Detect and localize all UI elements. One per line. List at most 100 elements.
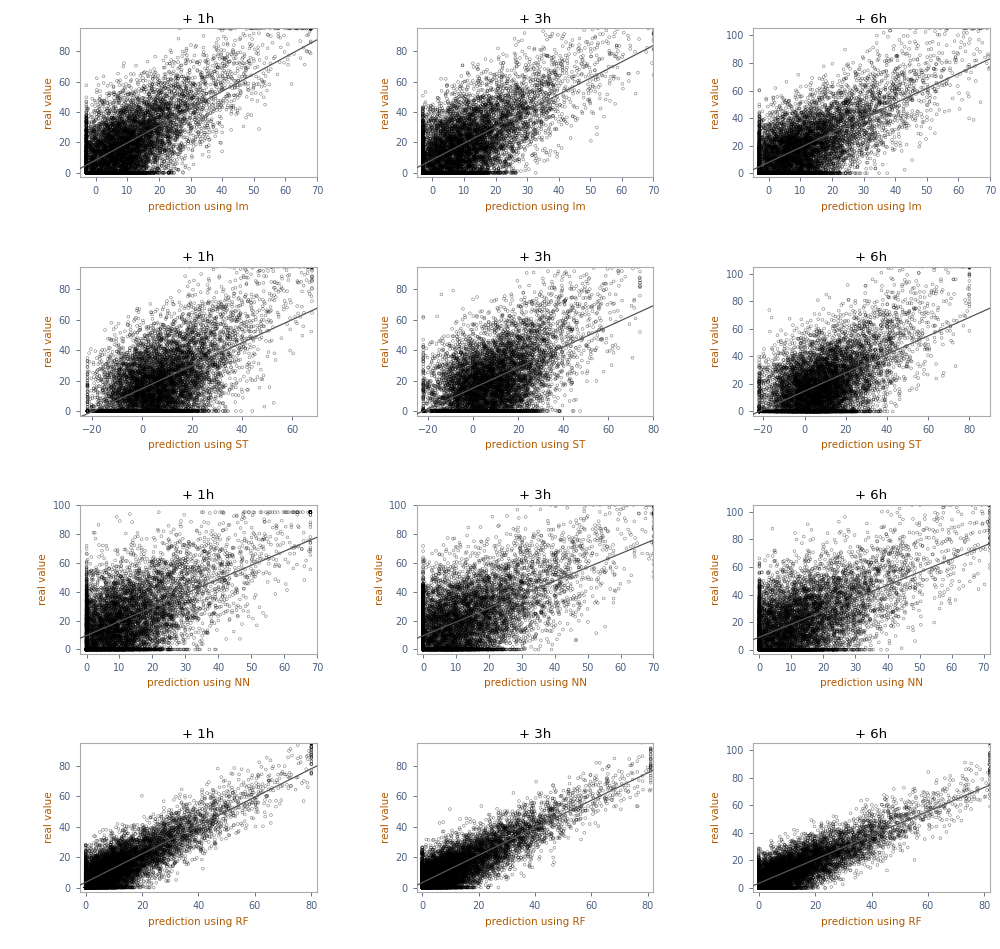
Point [857,383,873,399]
Point [445,642,461,657]
Point [304,273,320,288]
Point [78,880,94,895]
Point [468,617,484,632]
Point [445,165,461,180]
Point [466,149,482,164]
Point [488,626,504,642]
Point [760,857,776,872]
Point [134,403,150,419]
Point [109,610,125,625]
Point [777,112,793,127]
Point [469,842,485,857]
Point [846,107,862,122]
Point [790,166,806,181]
Point [442,161,458,177]
Point [441,642,457,657]
Point [754,862,770,877]
Point [772,628,788,643]
Point [778,870,794,885]
Point [457,591,473,606]
Point [857,832,873,847]
Point [101,403,117,419]
Point [125,628,141,643]
Point [751,874,767,889]
Point [785,857,801,872]
Point [475,642,491,657]
Point [797,352,813,367]
Point [162,592,178,607]
Point [526,362,542,377]
Point [119,864,135,879]
Point [834,838,850,853]
Point [571,560,587,575]
Point [811,591,827,606]
Point [503,384,519,400]
Point [79,642,95,657]
Point [500,394,516,409]
Point [471,623,487,638]
Point [419,397,435,412]
Point [174,352,190,367]
Point [430,403,446,419]
Point [153,818,169,833]
Point [416,880,432,895]
Point [415,620,431,635]
Point [810,388,826,403]
Point [128,582,144,597]
Point [804,862,820,877]
Point [461,394,477,409]
Point [785,120,801,135]
Point [549,59,565,74]
Point [86,869,102,884]
Point [114,403,130,419]
Point [777,847,793,863]
Point [205,343,221,358]
Point [848,82,864,97]
Point [620,66,636,82]
Point [889,815,905,830]
Point [485,385,501,400]
Point [886,559,902,574]
Point [448,641,464,656]
Point [507,54,523,69]
Point [789,404,805,419]
Point [125,154,141,169]
Point [129,403,145,419]
Point [467,391,483,406]
Point [415,102,431,117]
Point [170,367,186,382]
Point [165,832,181,847]
Point [430,880,446,895]
Point [814,358,830,373]
Point [805,165,821,180]
Point [771,866,787,882]
Point [772,364,788,380]
Point [803,385,819,400]
Point [185,356,201,371]
Point [447,880,463,895]
Point [782,166,798,181]
Point [431,403,447,419]
Point [471,832,487,847]
Point [115,844,131,859]
Point [127,138,143,153]
Point [438,862,454,877]
Point [109,642,125,657]
Point [751,374,767,389]
Point [759,871,775,886]
Point [764,631,780,646]
Point [187,822,203,837]
Point [810,351,826,366]
Point [836,373,852,388]
Point [474,389,490,404]
Point [867,604,883,619]
Point [167,383,183,399]
Point [927,577,943,592]
Point [472,388,488,403]
Point [92,612,108,627]
Point [787,876,803,891]
Point [90,150,106,165]
Point [834,856,850,871]
Point [103,403,119,419]
Point [431,158,447,173]
